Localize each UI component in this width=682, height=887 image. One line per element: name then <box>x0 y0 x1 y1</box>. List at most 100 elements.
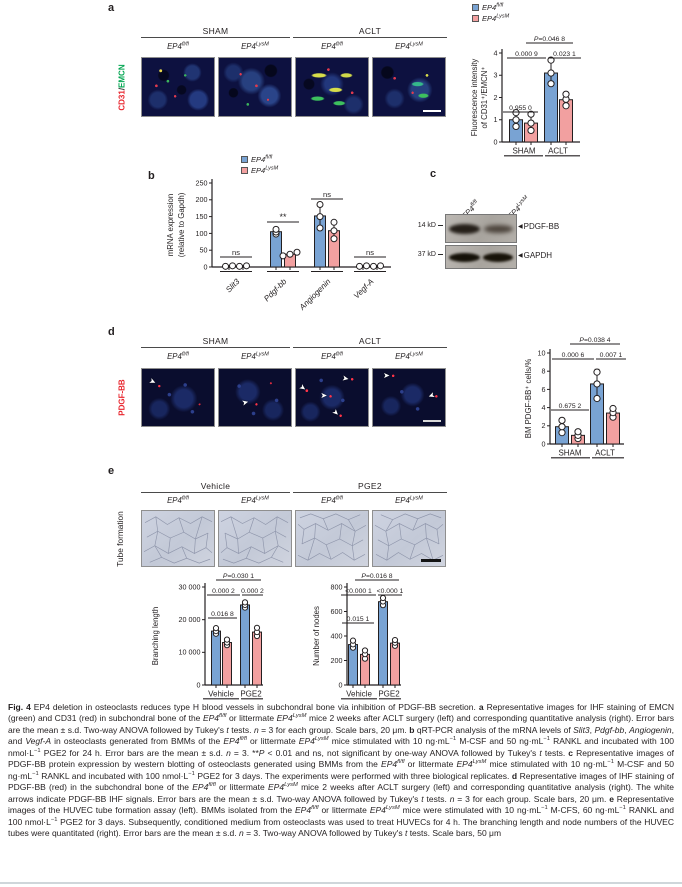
svg-text:Angiogenin: Angiogenin <box>297 277 333 313</box>
legend-item-flfl: EP4fl/fl <box>472 3 509 12</box>
legend-panel-a: EP4fl/fl EP4LysM <box>472 3 509 25</box>
micrograph-e-vehicle-ep4lysm <box>218 510 292 567</box>
scale-bar <box>423 109 441 112</box>
svg-text:50: 50 <box>200 246 208 255</box>
svg-text:Number of nodes: Number of nodes <box>312 606 321 666</box>
panel-a-group-sham: SHAM <box>141 26 290 39</box>
blot-gapdh <box>445 245 517 269</box>
svg-text:Vehicle: Vehicle <box>346 690 372 699</box>
svg-text:0.016 8: 0.016 8 <box>211 611 234 618</box>
svg-text:<0.000 1: <0.000 1 <box>345 588 372 595</box>
col-label-ep4flfl: EP4fl/fl <box>167 41 189 51</box>
micrograph-e-pge2-ep4flfl <box>295 510 369 567</box>
svg-text:0: 0 <box>542 439 546 448</box>
chart-number-of-nodes: Number of nodes 0 200 400 600 800 Vehicle PGE2 0… <box>295 568 429 727</box>
arrow-icon: ➤ <box>320 390 328 400</box>
chart-branching-length: Branching length 0 10 000 20 000 30 000 Vehic… <box>145 568 281 727</box>
svg-text:20 000: 20 000 <box>179 615 201 624</box>
svg-text:Slit3: Slit3 <box>224 277 242 295</box>
legend-swatch-lysm <box>241 167 248 174</box>
scale-bar <box>423 419 441 422</box>
col-label-ep4flfl: EP4fl/fl <box>321 351 343 361</box>
col-label-ep4lysm: EP4LysM <box>241 41 269 51</box>
panel-a-stain-label: CD31/EMCN <box>117 63 127 111</box>
svg-text:800: 800 <box>331 582 343 591</box>
arrowhead-left-icon: ◀ <box>518 224 523 230</box>
group-header-aclt: ACLT <box>358 26 382 36</box>
micrograph-d-aclt-ep4lysm: ➤ ➤ <box>372 368 446 427</box>
panel-a-group-aclt: ACLT <box>293 26 447 39</box>
col-label-ep4flfl: EP4fl/fl <box>321 41 343 51</box>
svg-text:Branching length: Branching length <box>151 607 160 666</box>
micrograph-a-aclt-ep4flfl <box>295 57 369 117</box>
svg-text:2: 2 <box>494 93 498 102</box>
panel-d-stain-label: PDGF-BB <box>117 379 127 416</box>
col-label-ep4lysm: EP4LysM <box>395 495 423 505</box>
svg-text:SHAM: SHAM <box>558 449 581 458</box>
svg-text:ns: ns <box>323 190 331 199</box>
svg-text:P=0.046 8: P=0.046 8 <box>534 36 565 43</box>
svg-text:0.675 2: 0.675 2 <box>559 403 582 410</box>
svg-text:0: 0 <box>197 680 201 689</box>
svg-text:0.000 9: 0.000 9 <box>515 51 538 58</box>
legend-swatch-flfl <box>241 156 248 163</box>
svg-text:Vehicle: Vehicle <box>208 690 234 699</box>
panel-d-group-aclt: ACLT <box>293 336 447 349</box>
svg-text:200: 200 <box>196 195 208 204</box>
group-header-rule <box>141 347 290 349</box>
svg-text:0.007 1: 0.007 1 <box>600 352 623 359</box>
col-label-ep4flfl: EP4fl/fl <box>321 495 343 505</box>
svg-text:of CD31⁺/EMCN⁺: of CD31⁺/EMCN⁺ <box>480 67 489 129</box>
legend-item-lysm: EP4LysM <box>241 166 278 175</box>
scale-bar <box>421 559 441 562</box>
svg-text:SHAM: SHAM <box>512 147 535 156</box>
svg-text:0.000 2: 0.000 2 <box>241 588 264 595</box>
col-label-ep4flfl: EP4fl/fl <box>167 495 189 505</box>
micrograph-a-aclt-ep4lysm <box>372 57 446 117</box>
arrow-icon: ➤ <box>297 381 308 394</box>
group-header-rule <box>293 492 447 494</box>
panel-a-label: a <box>108 2 115 14</box>
panel-e-group-pge2: PGE2 <box>293 481 447 494</box>
svg-text:ACLT: ACLT <box>548 147 568 156</box>
svg-text:150: 150 <box>196 212 208 221</box>
svg-text:0.955 0: 0.955 0 <box>509 105 532 112</box>
tube-mesh <box>374 513 444 561</box>
tube-mesh <box>220 516 290 564</box>
panel-d-label: d <box>108 326 115 338</box>
tube-mesh <box>143 516 213 564</box>
arrow-icon: ➤ <box>383 371 390 381</box>
band-label-pdgfbb: ◀ PDGF-BB <box>518 222 560 231</box>
bottom-rule <box>0 882 682 884</box>
band-label-gapdh: ◀ GAPDH <box>518 251 553 260</box>
svg-text:**: ** <box>279 212 287 222</box>
svg-text:600: 600 <box>331 607 343 616</box>
svg-text:Pdgf-bb: Pdgf-bb <box>262 277 289 304</box>
chart-fluorescence-intensity: Fluorescence intensity of CD31⁺/EMCN⁺ 0 1 2 3… <box>470 0 662 173</box>
svg-text:400: 400 <box>331 631 343 640</box>
svg-text:30 000: 30 000 <box>179 582 201 591</box>
chart-mrna-expression: mRNA expression (relative to Gapdh) 0 50 100… <box>163 153 433 320</box>
svg-text:Fluorescence intensity: Fluorescence intensity <box>470 59 479 137</box>
legend-swatch-flfl <box>472 4 479 11</box>
panel-e-group-vehicle: Vehicle <box>141 481 290 494</box>
svg-text:0: 0 <box>339 680 343 689</box>
svg-text:4: 4 <box>494 48 498 57</box>
svg-text:2: 2 <box>542 421 546 430</box>
micrograph-a-sham-ep4flfl <box>141 57 215 117</box>
svg-text:0.015 1: 0.015 1 <box>347 616 370 623</box>
col-label-ep4lysm: EP4LysM <box>241 495 269 505</box>
micrograph-a-sham-ep4lysm <box>218 57 292 117</box>
group-header-sham: SHAM <box>202 26 229 36</box>
panel-d-group-sham: SHAM <box>141 336 290 349</box>
col-label-ep4flfl: EP4fl/fl <box>167 351 189 361</box>
micrograph-e-pge2-ep4lysm <box>372 510 446 567</box>
svg-text:BM PDGF-BB⁺ cells/%: BM PDGF-BB⁺ cells/% <box>524 359 533 439</box>
svg-text:<0.000 1: <0.000 1 <box>377 588 404 595</box>
svg-text:P=0.016 8: P=0.016 8 <box>361 573 392 580</box>
tube-mesh <box>297 513 367 561</box>
svg-text:P=0.030 1: P=0.030 1 <box>223 573 254 580</box>
blot-band <box>449 224 480 234</box>
svg-text:PGE2: PGE2 <box>240 690 262 699</box>
